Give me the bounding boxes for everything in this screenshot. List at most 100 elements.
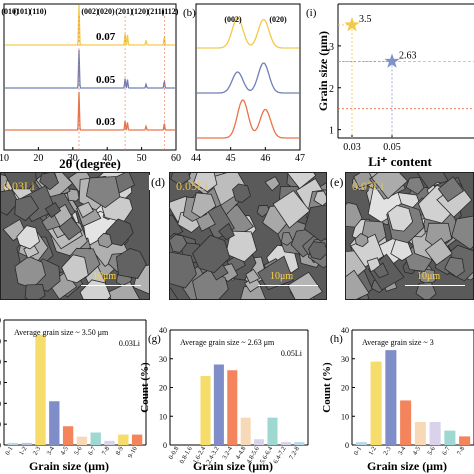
hist-g-x-tick-label: 0-0.8 (168, 446, 181, 461)
hist-h-x-axis-label: Grain size (μm) (367, 459, 447, 473)
hist-f-bar (76, 436, 88, 445)
hist-h-x-tick-label: 5-6 (426, 445, 437, 457)
panel-label-i: (i) (306, 7, 317, 19)
hist-g-y-tick-label: 0 (163, 441, 167, 450)
xrd-zoom-peak-label: (002) (224, 15, 242, 24)
scale-bar-label: 10μm (270, 271, 294, 282)
hist-h-x-tick-label: 1-2 (367, 446, 377, 457)
sem-grain (272, 190, 311, 229)
hist-f-annotation: Average grain size ~ 3.50 μm (14, 328, 109, 337)
sem-grain (257, 255, 294, 291)
hist-h-bar (400, 400, 412, 445)
hist-f-x-tick-label: 0-1 (4, 446, 14, 457)
hist-f-bar (131, 434, 143, 445)
hist-f-y-tick-label: 30 (0, 379, 1, 388)
xrd-zoom-series-0.03 (197, 99, 299, 139)
scale-bar-label: 10μm (93, 271, 117, 282)
sem-texture (1, 173, 149, 299)
hist-g-y-tick-label: 10 (159, 412, 167, 421)
hist-h-y-tick-label: 0 (345, 441, 349, 450)
hist-h-bar (385, 350, 397, 445)
sem-grain (85, 176, 121, 209)
hist-h-bar (459, 436, 471, 445)
sem-grain (58, 216, 83, 241)
grain-x-tick-label: 0.03 (343, 142, 361, 153)
hist-f-x-tick-label: 9-10 (127, 446, 139, 460)
sem-grain (405, 176, 425, 195)
hist-h-y-tick-label: 10 (341, 412, 349, 421)
sem-grain (287, 173, 317, 190)
sem-grain (191, 192, 217, 218)
hist-f-x-tick-label: 4-5 (59, 446, 69, 457)
sem-grain (415, 281, 437, 299)
sem-grain (437, 176, 465, 203)
hist-h-x-tick-label: 7-8 (456, 446, 466, 457)
scale-bar-label: 10μm (417, 271, 441, 282)
sem-grain (424, 237, 453, 266)
sem-image-0.05li: 0.05Li 10μm (169, 172, 327, 300)
sem-grain (170, 234, 188, 253)
hist-f-y-tick-label: 40 (0, 358, 1, 367)
hist-f-y-tick-label: 20 (0, 399, 1, 408)
xrd-x-tick-label: 40 (102, 153, 112, 164)
xrd-legend-0.03: 0.03 (96, 116, 116, 128)
hist-h-x-tick-label: 3-4 (397, 445, 408, 457)
hist-h-bar (444, 430, 456, 445)
xrd-peak-label: (211) (148, 7, 165, 16)
panel-label-e: (e) (328, 175, 346, 190)
sem-grain (280, 231, 294, 246)
sem-grain (97, 232, 113, 249)
sem-image-0.03li: 0.03Li 10μm (0, 172, 150, 300)
xrd-series-0.05 (5, 49, 175, 89)
xrd-x-tick-label: 10 (0, 153, 9, 164)
sem-sample-label: 0.03Li (3, 179, 35, 193)
hist-g-bar (280, 442, 291, 445)
sem-grain (240, 283, 266, 299)
sem-grain (192, 234, 231, 274)
xrd-zoom-x-tick-label: 45 (226, 153, 236, 164)
xrd-zoom-x-tick-label: 44 (191, 153, 201, 164)
hist-h-bar (370, 361, 382, 445)
sem-grain (308, 241, 326, 261)
grain-x-tick-label: 0.05 (383, 142, 401, 153)
sem-grain (232, 183, 251, 203)
hist-f-bar (90, 432, 101, 445)
sem-grain (3, 173, 37, 190)
hist-g-bar (294, 442, 305, 445)
sem-grain (41, 211, 61, 231)
hist-h-annotation: Average grain size ~ 3 (362, 338, 434, 347)
sem-grain (105, 218, 134, 247)
hist-g-x-tick-label: 7.2-8 (288, 446, 301, 461)
sem-grain (61, 254, 89, 284)
hist-f-x-axis-label: Grain size (μm) (29, 459, 109, 473)
xrd-peak-label: (110) (30, 7, 47, 16)
hist-g-bar (240, 417, 251, 445)
sem-grain (346, 202, 363, 228)
xrd-series-0.03 (5, 91, 175, 131)
xrd-zoom-x-tick-label: 47 (295, 153, 305, 164)
hist-g-sample-label: 0.05Li (281, 349, 303, 358)
xrd-zoom-peak-label: (020) (269, 15, 287, 24)
sem-grain (371, 173, 409, 200)
hist-g-bar (200, 376, 211, 445)
sem-grain (313, 190, 326, 207)
sem-grain (353, 173, 375, 189)
xrd-peak-label: (010) (1, 7, 19, 16)
hist-f-x-tick-label: 7-8 (101, 446, 111, 457)
xrd-legend-0.07: 0.07 (96, 31, 116, 43)
sem-grain (16, 225, 40, 250)
hist-g-y-axis-label: Count (%) (139, 362, 151, 413)
hist-f-bar (7, 442, 19, 445)
sem-grain (1, 189, 19, 216)
hist-g-y-tick-label: 30 (159, 355, 167, 364)
hist-f-y-tick-label: 60 (0, 316, 1, 325)
sem-grain (304, 204, 326, 242)
xrd-peak-label: (101) (13, 7, 31, 16)
sem-sample-label: 0.05Li (176, 179, 208, 193)
sem-grain (170, 251, 197, 289)
hist-g-y-tick-label: 20 (159, 384, 167, 393)
grain-y-tick-label: 1 (329, 126, 334, 137)
hist-g-bar (227, 370, 238, 445)
sem-grain (170, 173, 191, 186)
